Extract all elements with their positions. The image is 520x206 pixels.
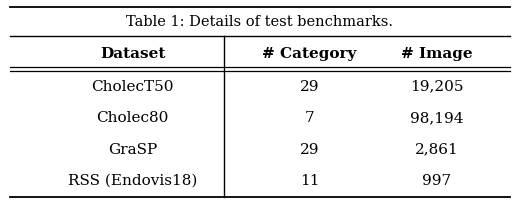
Text: # Category: # Category xyxy=(262,47,357,61)
Text: 997: 997 xyxy=(422,174,451,188)
Text: CholecT50: CholecT50 xyxy=(92,80,174,94)
Text: 29: 29 xyxy=(300,143,319,157)
Text: Dataset: Dataset xyxy=(100,47,165,61)
Text: 2,861: 2,861 xyxy=(415,143,459,157)
Text: 29: 29 xyxy=(300,80,319,94)
Text: # Image: # Image xyxy=(401,47,473,61)
Text: Table 1: Details of test benchmarks.: Table 1: Details of test benchmarks. xyxy=(126,15,394,29)
Text: 11: 11 xyxy=(300,174,319,188)
Text: RSS (Endovis18): RSS (Endovis18) xyxy=(68,174,197,188)
Text: 19,205: 19,205 xyxy=(410,80,463,94)
Text: GraSP: GraSP xyxy=(108,143,157,157)
Text: 98,194: 98,194 xyxy=(410,111,463,125)
Text: 7: 7 xyxy=(305,111,314,125)
Text: Cholec80: Cholec80 xyxy=(96,111,169,125)
